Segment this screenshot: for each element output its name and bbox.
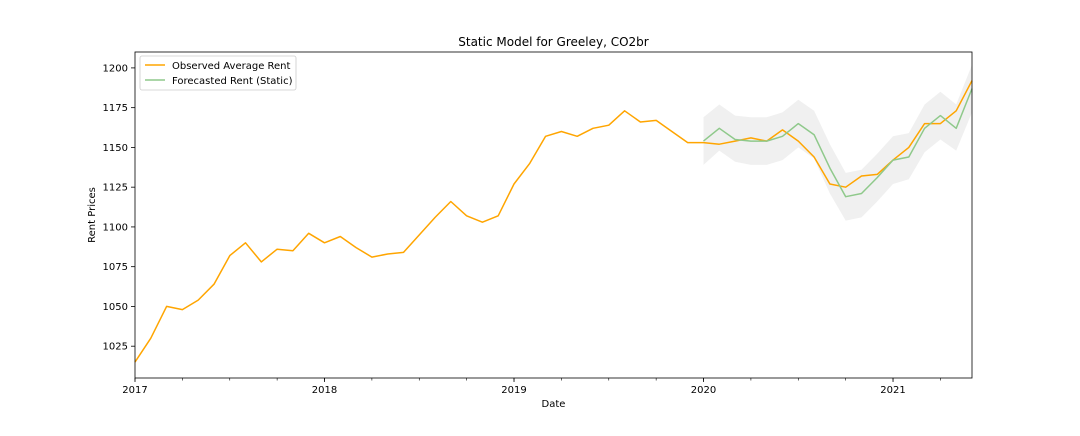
y-tick-label: 1150	[103, 143, 128, 154]
plot-frame	[134, 51, 973, 379]
legend: Observed Average Rent Forecasted Rent (S…	[139, 55, 297, 91]
y-tick-label: 1100	[103, 222, 128, 233]
y-axis-label: Rent Prices	[87, 187, 98, 243]
x-axis: 2017 2018 2019 2020 2021	[122, 378, 941, 396]
x-tick-label: 2020	[691, 385, 716, 396]
y-tick-label: 1175	[103, 103, 128, 114]
series-line-observed	[134, 80, 973, 363]
chart-title: Static Model for Greeley, CO2br	[458, 35, 649, 49]
y-tick-label: 1025	[103, 342, 128, 353]
y-tick-label: 1050	[103, 302, 128, 313]
y-tick-label: 1200	[103, 63, 128, 74]
x-axis-label: Date	[542, 399, 566, 410]
x-tick-label: 2021	[880, 385, 905, 396]
legend-box	[139, 55, 297, 91]
confidence-band	[703, 64, 972, 221]
y-tick-label: 1125	[103, 183, 128, 194]
legend-label-observed: Observed Average Rent	[172, 61, 291, 72]
series-line-forecast	[703, 88, 973, 198]
plot-area	[134, 64, 973, 363]
y-axis: 1025 1050 1075 1100 1125 1150 1175 1200	[103, 63, 135, 353]
x-tick-label: 2018	[312, 385, 337, 396]
x-tick-label: 2017	[122, 385, 147, 396]
x-tick-label: 2019	[501, 385, 526, 396]
legend-label-forecast: Forecasted Rent (Static)	[172, 76, 293, 87]
y-tick-label: 1075	[103, 262, 128, 273]
